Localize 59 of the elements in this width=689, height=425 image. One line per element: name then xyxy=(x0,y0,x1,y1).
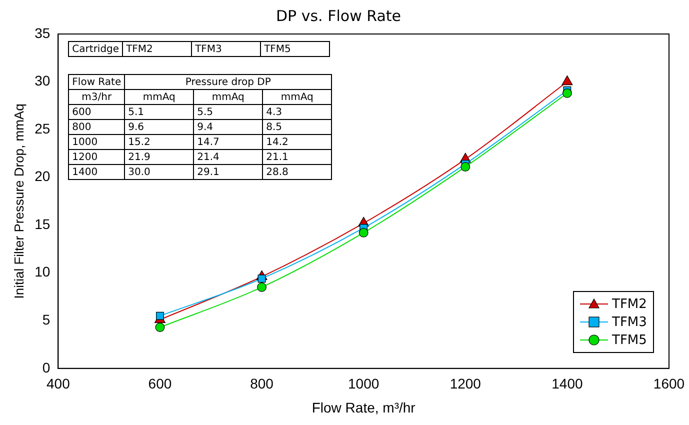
y-tick-label: 5 xyxy=(42,311,50,328)
annotation: 800 xyxy=(68,120,125,134)
x-tick-label: 1000 xyxy=(348,376,380,392)
annotation: Cartridge xyxy=(68,42,123,56)
annotation: mmAq xyxy=(124,90,194,104)
y-tick-label: 10 xyxy=(34,264,50,280)
y-tick-label: 25 xyxy=(34,120,50,136)
y-axis-title: Initial Filter Pressure Drop, mmAq xyxy=(11,104,26,299)
point xyxy=(155,322,165,332)
annotation: Flow Rate xyxy=(68,74,125,90)
y-tick-label: 35 xyxy=(34,24,50,41)
x-tick-label: 400 xyxy=(46,376,70,392)
chart-title: DP vs. Flow Rate xyxy=(276,6,401,25)
point xyxy=(156,312,164,320)
annotation: 4.3 xyxy=(262,104,332,120)
text: TFM3 xyxy=(195,44,222,54)
annotation: 5.1 xyxy=(124,104,194,120)
annotation: 9.4 xyxy=(194,120,263,134)
legend-label: TFM2 xyxy=(612,296,647,312)
annotation: 1000 xyxy=(68,134,125,150)
annotation: 8.5 xyxy=(262,120,332,134)
x-axis-title: Flow Rate, m³/hr xyxy=(312,399,416,416)
annotation: 21.1 xyxy=(262,150,332,164)
text: TFM2 xyxy=(126,44,153,54)
annotation: 30.0 xyxy=(124,164,194,180)
x-tick-label: 1600 xyxy=(653,376,685,392)
point xyxy=(257,282,266,292)
annotation: m3/hr xyxy=(68,90,125,104)
text: TFM5 xyxy=(264,44,291,54)
annotation: 14.7 xyxy=(194,134,263,150)
annotation: mmAq xyxy=(262,90,332,104)
annotation: 1400 xyxy=(68,164,125,180)
x-tick-label: 1200 xyxy=(450,376,482,392)
point xyxy=(460,162,470,172)
annotation: 14.2 xyxy=(262,134,332,150)
annotation: Pressure drop DP xyxy=(124,74,332,90)
point xyxy=(562,75,573,86)
annotation: 28.8 xyxy=(262,164,332,180)
annotation: 1200 xyxy=(68,150,125,164)
point xyxy=(258,274,266,283)
x-tick-label: 600 xyxy=(148,376,172,392)
annotation: 600 xyxy=(68,104,125,120)
y-tick-label: 30 xyxy=(34,72,50,89)
annotation: 21.4 xyxy=(194,150,263,164)
point xyxy=(562,88,572,98)
y-tick-label: 20 xyxy=(34,168,50,184)
annotation: 29.1 xyxy=(194,164,263,180)
legend-label: TFM3 xyxy=(612,314,647,330)
annotation: 21.9 xyxy=(124,150,194,164)
legend-label: TFM5 xyxy=(612,332,647,348)
annotation: 5.5 xyxy=(194,104,263,120)
x-tick-label: 800 xyxy=(250,376,274,392)
annotation: 15.2 xyxy=(124,134,194,150)
x-tick-label: 1400 xyxy=(552,376,583,392)
annotation: mmAq xyxy=(194,90,263,104)
point xyxy=(358,228,368,238)
annotation: 9.6 xyxy=(124,120,194,134)
y-tick-label: 15 xyxy=(34,216,50,232)
y-tick-label: 0 xyxy=(42,359,50,376)
